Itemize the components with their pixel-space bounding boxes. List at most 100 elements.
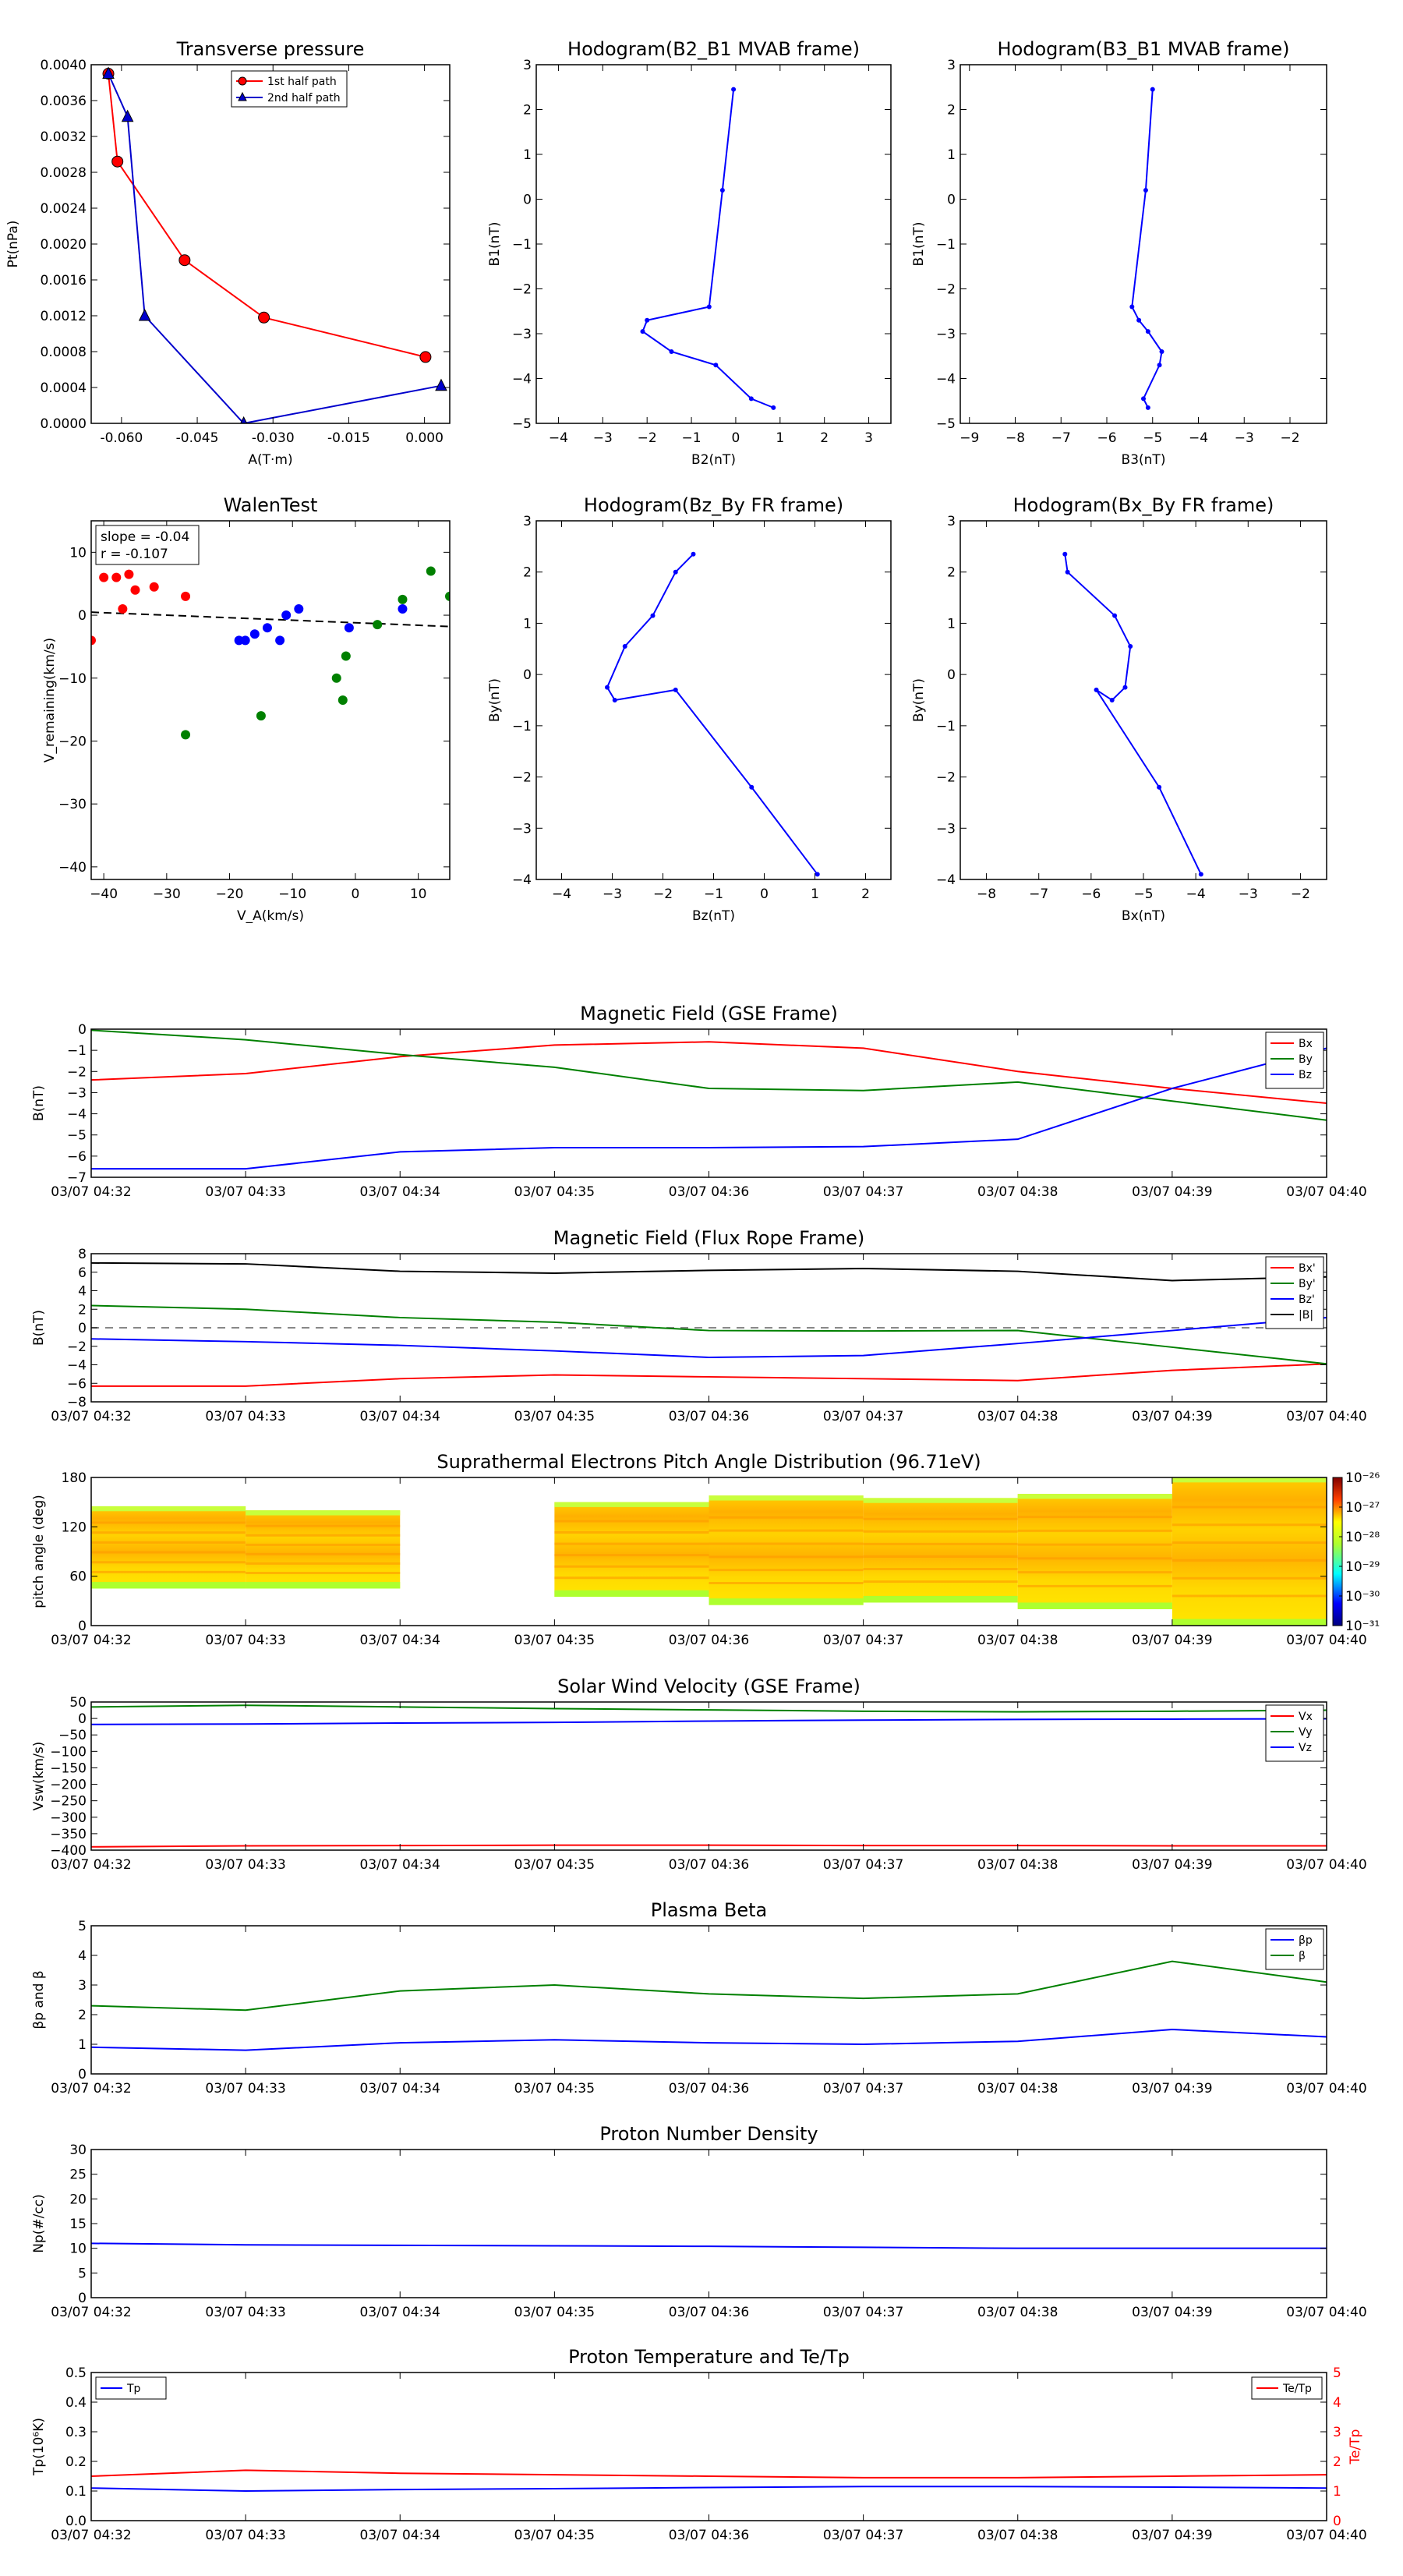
series-line <box>91 2469 1327 2479</box>
y-tick-label: 0.3 <box>65 2425 87 2440</box>
x-tick-label: −7 <box>1029 886 1048 902</box>
scatter-point <box>398 594 408 604</box>
plot-frame <box>90 1925 1327 2075</box>
y-tick-label: 8 <box>78 1247 87 1262</box>
chart-title: Transverse pressure <box>176 38 365 60</box>
y-tick-label: −1 <box>512 719 532 734</box>
y-tick-label: 0.4 <box>65 2395 87 2411</box>
x-tick-label: 03/07 04:38 <box>977 2305 1058 2320</box>
data-point <box>713 363 719 368</box>
scatter-point <box>118 603 128 614</box>
y-tick-label: 0.1 <box>65 2484 87 2500</box>
y-tick-label: 25 <box>69 2167 87 2183</box>
data-point <box>1157 784 1162 790</box>
x-tick-label: 03/07 04:35 <box>514 2305 595 2320</box>
scatter-point <box>426 566 436 576</box>
y-tick-label: 2 <box>523 565 532 581</box>
plot-frame <box>90 64 451 424</box>
annotation-box <box>95 525 200 565</box>
chart-title: Magnetic Field (GSE Frame) <box>580 1003 838 1024</box>
data-point <box>1198 872 1203 877</box>
plot-area <box>605 551 820 877</box>
legend-box <box>231 70 348 108</box>
x-tick-label: 03/07 04:40 <box>1286 2081 1366 2097</box>
data-point <box>771 405 776 410</box>
x-tick-label: 03/07 04:32 <box>51 2305 131 2320</box>
y-tick-label: 0 <box>78 608 87 624</box>
plot-frame <box>535 64 892 424</box>
heatmap-edge-high <box>863 1498 1018 1503</box>
x-tick-label: 3 <box>864 430 873 446</box>
y-tick-label: 3 <box>523 58 532 73</box>
y-tick-label: −200 <box>50 1778 87 1793</box>
x-axis-label: B3(nT) <box>1122 452 1166 468</box>
legend-box <box>1265 1256 1324 1329</box>
data-point <box>748 396 754 402</box>
legend-box <box>1265 1704 1324 1762</box>
y-tick-label: 0.0032 <box>41 129 87 145</box>
data-point <box>1122 685 1128 690</box>
x-tick-label: −10 <box>278 886 306 902</box>
y-axis-label: B(nT) <box>31 1310 47 1346</box>
heatmap-edge-high <box>246 1510 401 1516</box>
scatter-point <box>281 610 292 621</box>
y-tick-label: −1 <box>936 719 956 734</box>
x-tick-label: −5 <box>1133 886 1153 902</box>
y-tick-label: 1 <box>523 616 532 632</box>
chart-temp: Proton Temperature and Te/Tp 0.0 0.1 0.2 0.3… <box>31 2346 1367 2543</box>
x-tick-label: -0.045 <box>176 430 219 446</box>
x-tick-label: 03/07 04:32 <box>51 2528 131 2543</box>
plot-frame <box>90 2372 1327 2521</box>
heatmap-column <box>554 1502 709 1598</box>
chart-tp: Transverse pressure 0.0000 0.0004 0.0008 0.0… <box>5 38 451 468</box>
y-axis-label: V_remaining(km/s) <box>42 638 58 763</box>
x-tick-label: 03/07 04:35 <box>514 1184 595 1200</box>
y-axis-label: pitch angle (deg) <box>31 1495 47 1608</box>
x-tick-label: 03/07 04:34 <box>360 1857 440 1873</box>
colorbar <box>1332 1477 1343 1626</box>
x-tick-label: −8 <box>977 886 996 902</box>
y-tick-label: −2 <box>936 770 956 786</box>
scatter-point <box>445 591 450 601</box>
y-tick-label: −400 <box>50 1843 87 1859</box>
y-tick-label: 0.0000 <box>41 416 87 432</box>
plot-area <box>91 1029 1327 1170</box>
x-tick-label: 03/07 04:38 <box>977 2528 1058 2543</box>
series-line <box>91 1029 1327 1121</box>
plot-frame <box>535 520 892 880</box>
y-tick-label: 0 <box>78 1321 87 1336</box>
plot-area <box>640 87 776 410</box>
series-line <box>91 2242 1327 2249</box>
x-tick-label: -0.015 <box>327 430 370 446</box>
y-tick-label: 0.0008 <box>41 345 87 360</box>
y-tick-label: 2 <box>78 2008 87 2023</box>
x-tick-label: 03/07 04:37 <box>823 1633 903 1648</box>
chart-title: Solar Wind Velocity (GSE Frame) <box>557 1675 861 1697</box>
chart-beta: Plasma Beta 0 1 2 3 4 5 03/07 04:32 03/07 04:33 0… <box>31 1899 1367 2097</box>
legend-label: Te/Tp <box>1282 2383 1312 2395</box>
y-tick-label: 0 <box>947 667 956 683</box>
series-line <box>606 554 818 876</box>
x-tick-label: 03/07 04:39 <box>1132 1184 1212 1200</box>
chart-title: Hodogram(Bx_By FR frame) <box>1013 494 1274 516</box>
x-tick-label: −3 <box>1239 886 1258 902</box>
y-tick-label: 0 <box>78 2067 87 2082</box>
y-tick-label: −100 <box>50 1744 87 1760</box>
x-tick-label: 03/07 04:37 <box>823 1857 903 1873</box>
legend-label: β <box>1299 1950 1306 1962</box>
y-tick-label: −350 <box>50 1827 87 1842</box>
data-point <box>1145 329 1150 334</box>
x-tick-label: 03/07 04:33 <box>205 2528 285 2543</box>
y-tick-label: 6 <box>78 1265 87 1281</box>
y-tick-label: 10 <box>69 545 87 561</box>
heatmap-edge-high <box>91 1506 246 1512</box>
data-point <box>1159 349 1164 354</box>
scatter-point <box>373 620 383 630</box>
plot-area <box>91 566 450 740</box>
chart-np: Proton Number Density 0 5 10 15 20 25 30 03/07 0… <box>31 2123 1367 2320</box>
plot-frame <box>959 520 1327 880</box>
x-tick-label: 03/07 04:32 <box>51 1857 131 1873</box>
x-axis-label: Bx(nT) <box>1122 908 1165 924</box>
heatmap-edge-low <box>863 1596 1018 1603</box>
x-tick-label: 03/07 04:39 <box>1132 1857 1212 1873</box>
